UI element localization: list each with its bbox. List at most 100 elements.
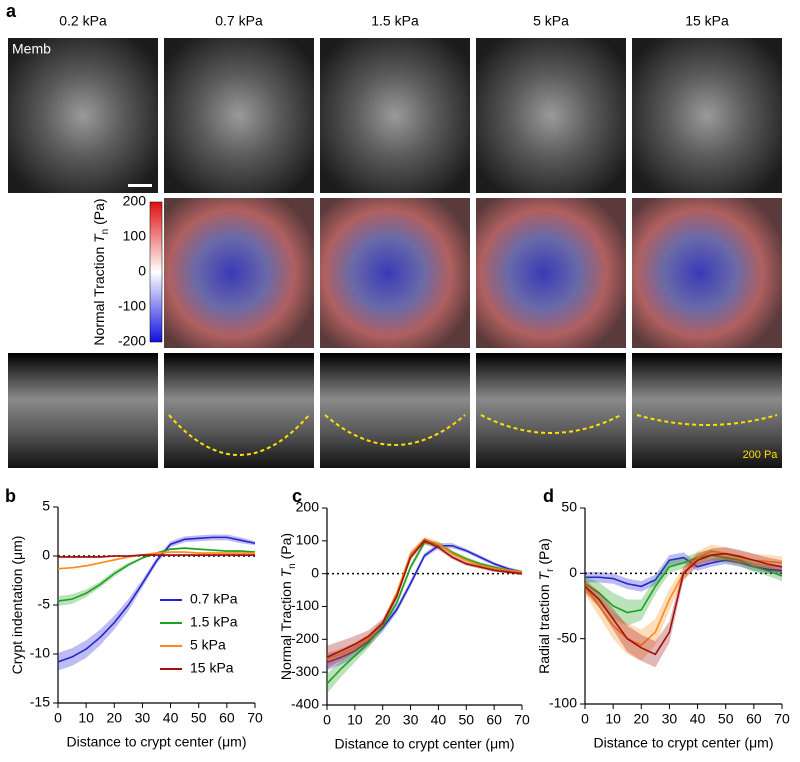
- error-band: [327, 543, 522, 671]
- x-tick-label: 30: [403, 712, 419, 728]
- side-image: [476, 353, 626, 468]
- y-tick-label: -15: [30, 694, 50, 710]
- x-tick-label: 70: [774, 711, 790, 727]
- y-tick-label: -10: [30, 645, 50, 661]
- side-image: [632, 353, 782, 468]
- x-tick-label: 10: [605, 711, 621, 727]
- side-image: [164, 353, 314, 468]
- scale-bar: [128, 184, 152, 187]
- legend-label: 0.7 kPa: [190, 591, 238, 607]
- y-tick-label: 200: [296, 499, 320, 515]
- y-tick-label: -200: [291, 630, 319, 646]
- x-tick-label: 50: [191, 710, 207, 726]
- panel-letter: b: [5, 486, 16, 506]
- y-tick-label: -50: [557, 629, 577, 645]
- label-part: (Pa): [536, 538, 552, 568]
- x-tick-label: 30: [662, 711, 678, 727]
- x-tick-label: 50: [458, 712, 474, 728]
- label-part: T: [91, 233, 107, 243]
- traction-profile: [324, 414, 466, 446]
- series-line: [326, 538, 523, 660]
- label-part: n: [287, 563, 298, 569]
- membrane-image: [476, 38, 626, 193]
- panel-letter: d: [543, 486, 554, 506]
- membrane-image: [320, 38, 470, 193]
- traction-image: [476, 198, 626, 348]
- label-part: Crypt indentation (μm): [9, 536, 25, 675]
- column-header: 5 kPa: [533, 13, 569, 29]
- chart: c -400 -300 -200 -100 0 100 200 0 10 20 30 40 50 60 70D…: [278, 486, 530, 752]
- side-image: [320, 353, 470, 468]
- x-tick-label: 70: [514, 712, 530, 728]
- x-tick-label: 40: [163, 710, 179, 726]
- panel-letter: a: [6, 1, 17, 21]
- traction-image: [320, 198, 470, 348]
- column-header: 15 kPa: [685, 13, 729, 29]
- error-band: [58, 547, 255, 606]
- x-axis-label: Distance to crypt center (μm): [334, 736, 514, 752]
- membrane-image: [8, 38, 158, 193]
- traction-image: [164, 198, 314, 348]
- error-band: [585, 544, 782, 661]
- x-axis-label: Distance to crypt center (μm): [66, 734, 246, 750]
- membrane-image: [632, 38, 782, 193]
- y-tick-label: -300: [291, 663, 319, 679]
- y-axis-label: Normal Traction Tn (Pa): [278, 533, 298, 680]
- x-tick-label: 20: [106, 710, 122, 726]
- label-part: T: [278, 567, 294, 577]
- legend-label: 5 kPa: [190, 637, 226, 653]
- error-band: [585, 547, 782, 668]
- label-part: Normal Traction: [91, 243, 107, 346]
- y-tick-label: -100: [549, 695, 577, 711]
- scale-label: 200 Pa: [743, 449, 779, 461]
- y-tick-label: 0: [569, 564, 577, 580]
- channel-label: Memb: [12, 41, 51, 57]
- column-header: 0.7 kPa: [215, 13, 263, 29]
- y-tick-label: 0: [42, 547, 50, 563]
- series-line: [584, 554, 783, 614]
- series-line: [584, 552, 783, 656]
- column-header: 1.5 kPa: [371, 13, 419, 29]
- error-band: [327, 536, 522, 666]
- colorbar-tick-label: 0: [138, 263, 146, 279]
- x-tick-label: 60: [486, 712, 502, 728]
- series-line: [326, 539, 523, 659]
- membrane-image: [164, 38, 314, 193]
- y-axis-label: Crypt indentation (μm): [9, 536, 25, 675]
- traction-profile: [636, 414, 778, 426]
- colorbar-tick-label: 100: [123, 228, 147, 244]
- traction-profile: [480, 414, 622, 434]
- series-line: [58, 554, 255, 558]
- label-part: r: [545, 568, 556, 572]
- y-tick-label: 5: [42, 498, 50, 514]
- x-tick-label: 50: [718, 711, 734, 727]
- label-part: Normal Traction: [278, 577, 294, 680]
- x-tick-label: 70: [247, 710, 263, 726]
- x-tick-label: 40: [431, 712, 447, 728]
- series-line: [326, 541, 523, 685]
- x-tick-label: 10: [347, 712, 363, 728]
- error-band: [58, 534, 255, 671]
- y-tick-label: -400: [291, 696, 319, 712]
- series-line: [57, 551, 255, 570]
- label-part: (Pa): [91, 198, 107, 228]
- error-band: [585, 549, 782, 626]
- side-image: [8, 353, 158, 468]
- y-tick-label: 100: [296, 532, 320, 548]
- y-axis-label: Radial traction Tr (Pa): [536, 538, 556, 674]
- y-tick-label: -100: [291, 597, 319, 613]
- colorbar-tick-label: -100: [118, 298, 146, 314]
- y-tick-label: 50: [561, 499, 577, 515]
- x-tick-label: 60: [219, 710, 235, 726]
- label-part: T: [536, 570, 552, 580]
- error-band: [327, 538, 522, 669]
- x-tick-label: 20: [375, 712, 391, 728]
- x-tick-label: 60: [746, 711, 762, 727]
- panel-a: 0.2 kPa 0.7 kPa 1.5 kPa 5 kPa 15 kPa Memb 200 1…: [8, 13, 782, 468]
- y-tick-label: -5: [38, 596, 51, 612]
- label-part: (Pa): [278, 533, 294, 563]
